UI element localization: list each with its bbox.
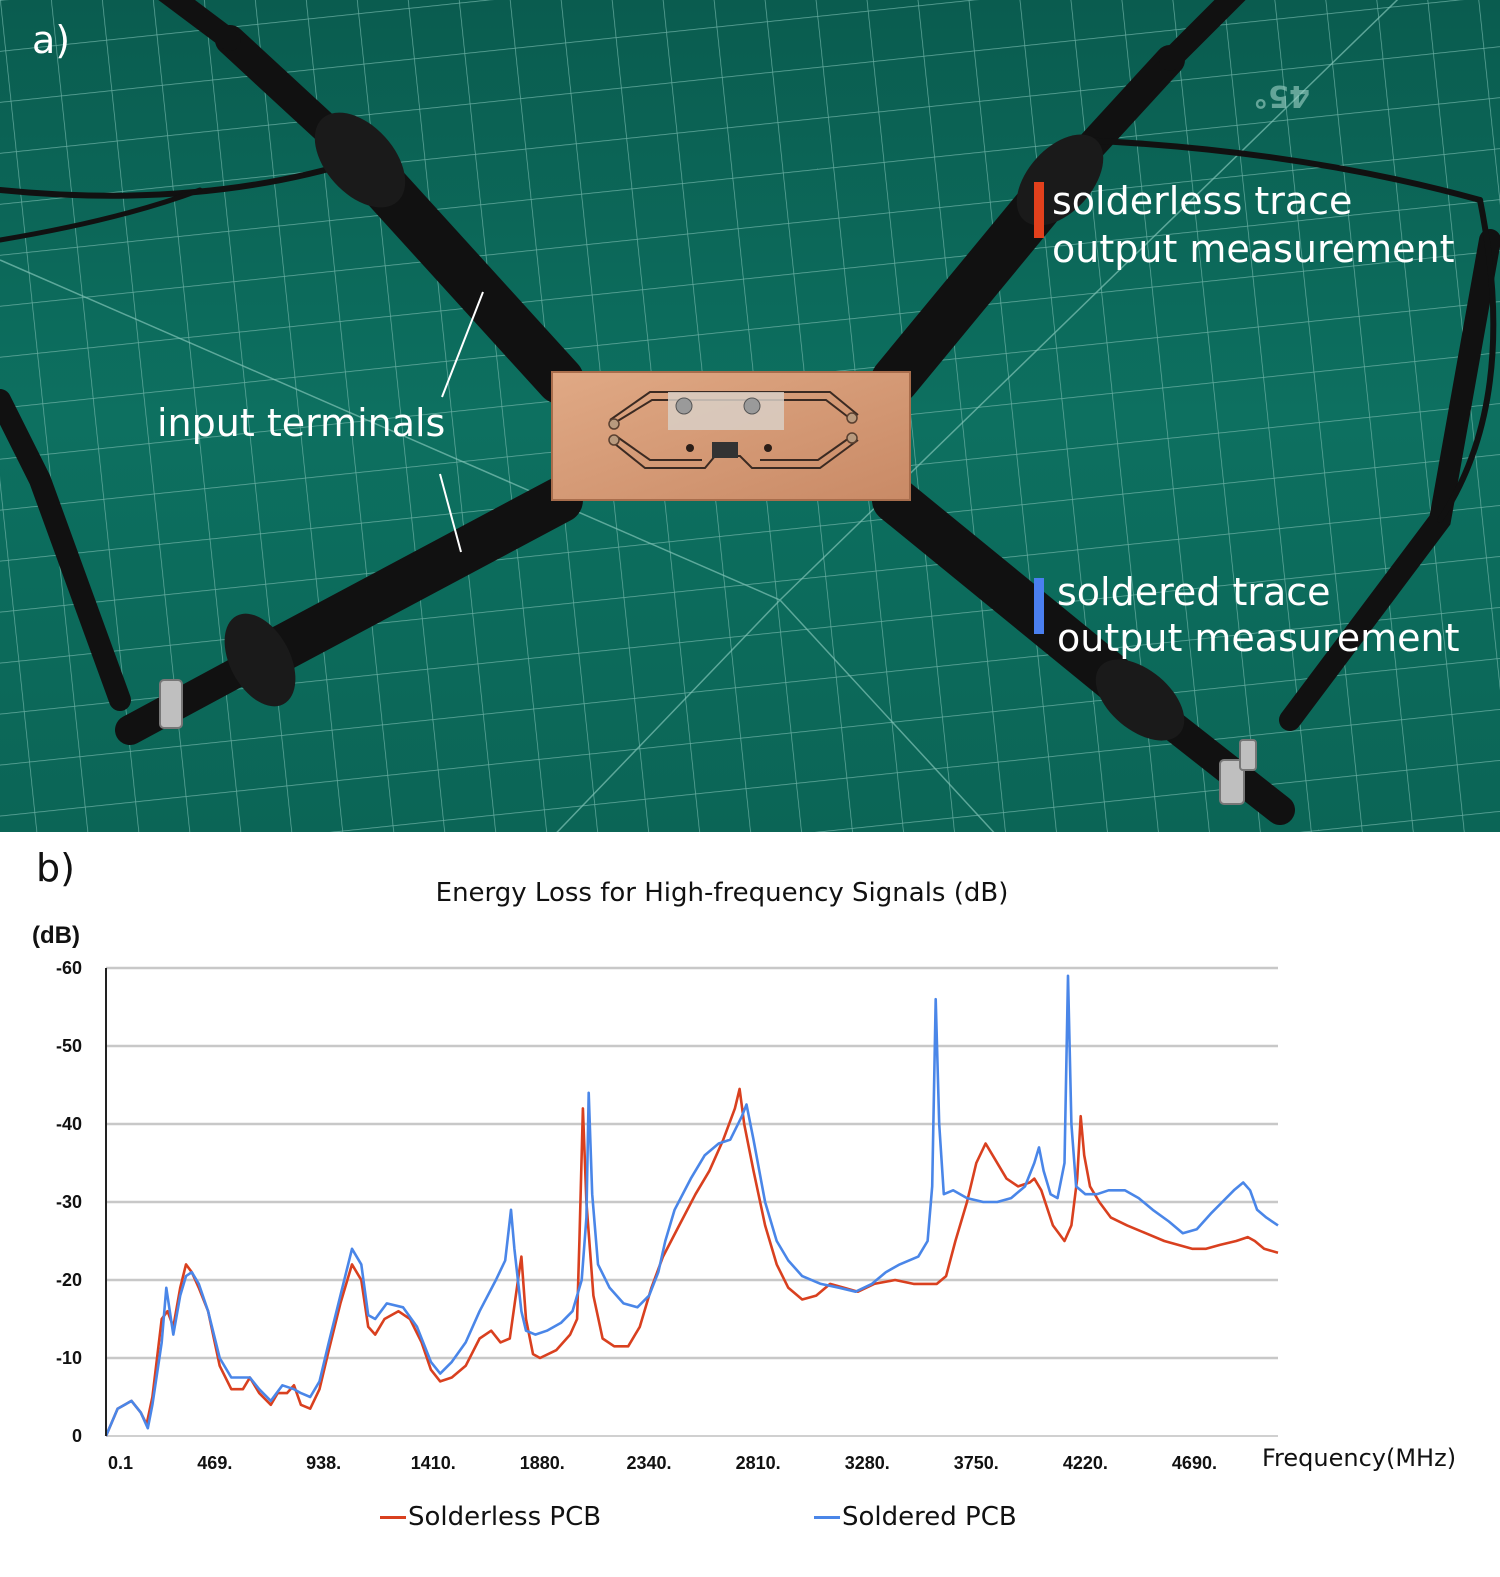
solderless-label-line2: output measurement xyxy=(1052,227,1455,271)
y-tick-label: -30 xyxy=(56,1192,82,1212)
input-terminals-label: input terminals xyxy=(157,401,446,445)
legend-item-soldered: Soldered PCB xyxy=(814,1502,1017,1532)
x-tick-label: 469. xyxy=(197,1453,232,1473)
x-tick-label: 0.1 xyxy=(108,1453,133,1473)
panel-b-letter: b) xyxy=(36,846,75,890)
x-tick-label: 2340. xyxy=(627,1453,672,1473)
x-tick-label: 2810. xyxy=(736,1453,781,1473)
photo-illustration: 45° xyxy=(0,0,1500,832)
series-line-soldered xyxy=(104,974,1279,1437)
legend-swatch-solderless xyxy=(380,1515,406,1519)
solderless-label-line1: solderless trace xyxy=(1052,179,1353,223)
panel-a-letter: a) xyxy=(32,18,71,62)
svg-text:45°: 45° xyxy=(1253,78,1310,113)
soldered-label-line1: soldered trace xyxy=(1057,570,1331,614)
y-tick-label: 0 xyxy=(72,1426,82,1446)
series-lines xyxy=(104,974,1279,1437)
y-tick-label: -20 xyxy=(56,1270,82,1290)
x-tick-labels: 0.1 469. 938. 1410. 1880. 2340. 2810. 3280. 3750… xyxy=(108,1453,1217,1473)
gridlines xyxy=(106,966,1278,1437)
x-tick-label: 1880. xyxy=(520,1453,565,1473)
x-axis-label: Frequency(MHz) xyxy=(1262,1444,1456,1472)
soldered-label-line2: output measurement xyxy=(1057,616,1460,660)
chart-panel: b) Energy Loss for High-frequency Signal… xyxy=(0,832,1500,1577)
x-tick-label: 1410. xyxy=(411,1453,456,1473)
y-axis-label: (dB) xyxy=(32,922,80,949)
legend-item-solderless: Solderless PCB xyxy=(380,1502,601,1532)
series-line-solderless xyxy=(104,1087,1279,1437)
x-tick-label: 4690. xyxy=(1172,1453,1217,1473)
legend-label-solderless: Solderless PCB xyxy=(408,1502,602,1532)
solderless-marker xyxy=(1034,182,1044,238)
x-tick-label: 4220. xyxy=(1063,1453,1108,1473)
legend-swatch-soldered xyxy=(814,1515,840,1519)
legend-label-soldered: Soldered PCB xyxy=(842,1502,1017,1532)
x-tick-label: 938. xyxy=(306,1453,341,1473)
y-tick-labels: 0 -10 -20 -30 -40 -50 -60 xyxy=(56,958,82,1446)
soldered-marker xyxy=(1034,578,1044,634)
chart-title: Energy Loss for High-frequency Signals (… xyxy=(436,878,1009,908)
y-tick-label: -50 xyxy=(56,1036,82,1056)
x-tick-label: 3280. xyxy=(845,1453,890,1473)
line-chart: Energy Loss for High-frequency Signals (… xyxy=(32,878,1456,1473)
y-tick-label: -40 xyxy=(56,1114,82,1134)
x-tick-label: 3750. xyxy=(954,1453,999,1473)
photo-panel: 45° a) input terminals solderless trace … xyxy=(0,0,1500,832)
y-tick-label: -10 xyxy=(56,1348,82,1368)
y-tick-label: -60 xyxy=(56,958,82,978)
